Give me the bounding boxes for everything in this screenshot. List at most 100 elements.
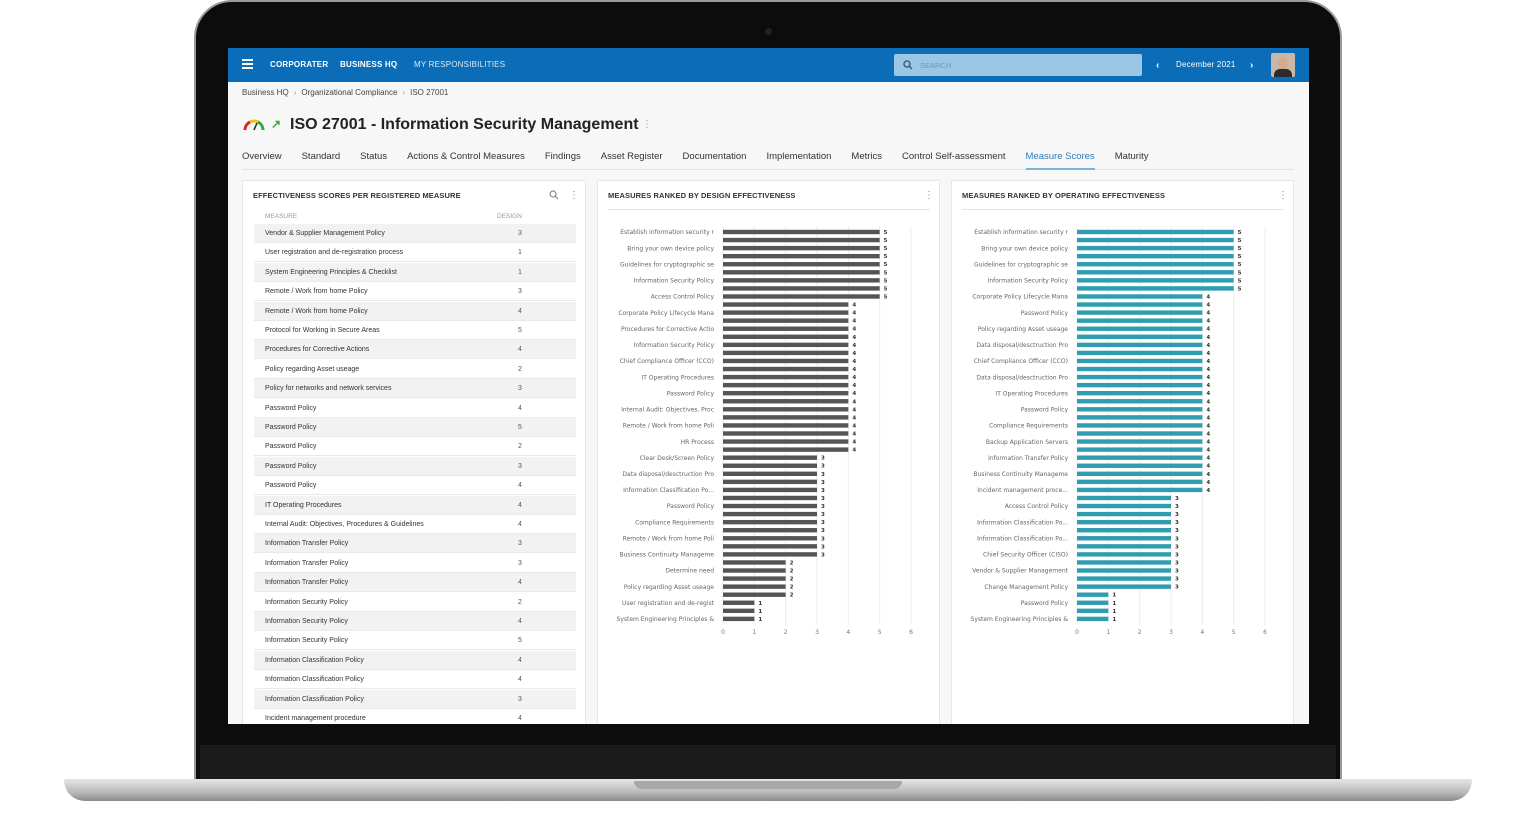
table-row[interactable]: Internal Audit: Objectives, Procedures &…: [254, 515, 576, 534]
data-label: 3: [1175, 544, 1179, 550]
tab-metrics[interactable]: Metrics: [851, 151, 883, 162]
column-header-design[interactable]: DESIGN: [497, 213, 522, 220]
search-icon[interactable]: [549, 190, 559, 200]
data-label: 4: [852, 375, 856, 381]
breadcrumb-business-hq[interactable]: Business HQ: [242, 88, 289, 97]
period-label: December 2021: [1176, 60, 1236, 69]
tab-control-self-assessment[interactable]: Control Self-assessment: [902, 151, 1006, 162]
category-label: Guidelines for cryptographic se: [620, 261, 714, 268]
bar: [1077, 366, 1203, 372]
title-kebab-icon[interactable]: ⋮: [642, 119, 652, 130]
column-header-measure[interactable]: MEASURE: [265, 213, 298, 220]
bar: [1077, 358, 1203, 364]
table-row[interactable]: Remote / Work from home Policy 3: [254, 282, 576, 302]
search-input[interactable]: SEARCH: [894, 54, 1142, 76]
logo[interactable]: CORPORATER: [270, 60, 329, 69]
table-row[interactable]: Information Security Policy 5: [254, 631, 576, 651]
kebab-menu-icon[interactable]: ⋮: [569, 190, 579, 201]
tab-measure-scores[interactable]: Measure Scores: [1025, 151, 1095, 170]
table-row[interactable]: Password Policy 4: [254, 476, 576, 496]
bar: [1077, 544, 1171, 549]
table-row[interactable]: User registration and de-registration pr…: [254, 243, 576, 263]
table-row[interactable]: Information Transfer Policy 4: [254, 573, 576, 593]
table-row[interactable]: Password Policy 2: [254, 437, 576, 457]
tab-actions-control-measures[interactable]: Actions & Control Measures: [407, 151, 525, 162]
category-label: Determine need: [665, 568, 714, 575]
tab-findings[interactable]: Findings: [544, 151, 581, 162]
data-label: 4: [1206, 327, 1210, 333]
tab-status[interactable]: Status: [360, 151, 388, 162]
nav-my-responsibilities[interactable]: MY RESPONSIBILITIES: [414, 60, 506, 69]
category-label: Procedures for Corrective Actio: [621, 326, 714, 333]
category-label: HR Process: [681, 439, 714, 446]
bar: [723, 399, 849, 404]
breadcrumb-organizational-compliance[interactable]: Organizational Compliance: [301, 88, 398, 97]
data-label: 5: [884, 294, 888, 300]
table-row[interactable]: Information Transfer Policy 3: [254, 554, 576, 573]
bar: [723, 407, 849, 412]
data-label: 1: [1112, 609, 1116, 615]
table-row[interactable]: Protocol for Working in Secure Areas 5: [254, 321, 576, 340]
tab-documentation[interactable]: Documentation: [682, 151, 747, 162]
table-row[interactable]: Remote / Work from home Policy 4: [254, 301, 576, 321]
table-row[interactable]: Information Security Policy 2: [254, 593, 576, 612]
data-label: 3: [1175, 520, 1179, 526]
data-label: 3: [821, 536, 825, 542]
tab-overview[interactable]: Overview: [242, 151, 282, 162]
data-label: 4: [1206, 359, 1210, 365]
bar: [1077, 342, 1203, 348]
table-row[interactable]: Password Policy 3: [254, 456, 576, 476]
bar: [723, 463, 817, 468]
bar: [723, 245, 880, 251]
bar: [723, 511, 817, 517]
measure-name: Information Transfer Policy: [265, 540, 349, 548]
data-label: 4: [1206, 375, 1210, 381]
table-row[interactable]: Password Policy 5: [254, 418, 576, 437]
table-row[interactable]: Information Security Policy 4: [254, 612, 576, 631]
measure-name: Information Security Policy: [265, 598, 348, 606]
tab-standard[interactable]: Standard: [301, 151, 341, 162]
hamburger-icon[interactable]: [242, 59, 253, 69]
bar: [1077, 399, 1203, 404]
bar: [723, 431, 849, 436]
bar: [723, 528, 817, 533]
next-period-chevron-icon[interactable]: ›: [1250, 60, 1254, 71]
table-row[interactable]: Procedures for Corrective Actions 4: [254, 340, 576, 360]
category-label: Corporate Policy Lifecycle Mana: [972, 294, 1068, 301]
table-row[interactable]: Information Classification Policy 3: [254, 689, 576, 709]
data-label: 4: [1206, 311, 1210, 317]
bar: [1077, 431, 1203, 436]
prev-period-chevron-icon[interactable]: ‹: [1156, 60, 1160, 71]
tab-maturity[interactable]: Maturity: [1114, 151, 1149, 162]
kebab-menu-icon[interactable]: ⋮: [924, 190, 934, 201]
bar: [723, 568, 786, 573]
data-label: 3: [1175, 577, 1179, 583]
data-label: 2: [790, 560, 794, 566]
table-row[interactable]: Password Policy 4: [254, 399, 576, 418]
data-label: 4: [1206, 343, 1210, 349]
table-row[interactable]: System Engineering Principles & Checklis…: [254, 262, 576, 282]
table-row[interactable]: Information Transfer Policy 3: [254, 534, 576, 554]
category-label: Information Classification Po...: [623, 487, 714, 494]
bar: [723, 415, 849, 420]
data-label: 4: [1206, 456, 1210, 462]
tab-asset-register[interactable]: Asset Register: [600, 151, 663, 162]
camera: [765, 28, 772, 35]
table-row[interactable]: Policy for networks and network services…: [254, 379, 576, 399]
table-row[interactable]: IT Operating Procedures 4: [254, 495, 576, 515]
data-label: 4: [852, 391, 856, 397]
table-row[interactable]: Policy regarding Asset useage 2: [254, 360, 576, 379]
bar: [723, 358, 849, 364]
avatar[interactable]: [1271, 53, 1295, 77]
table-row[interactable]: Vendor & Supplier Management Policy 3: [254, 224, 576, 243]
nav-business-hq[interactable]: BUSINESS HQ: [340, 60, 398, 69]
measure-name: Procedures for Corrective Actions: [265, 346, 370, 354]
tab-implementation[interactable]: Implementation: [766, 151, 832, 162]
table-row[interactable]: Information Classification Policy 4: [254, 670, 576, 690]
measure-name: Information Transfer Policy: [265, 579, 349, 587]
bar: [1077, 237, 1234, 243]
table-row[interactable]: Incident management procedure 4: [254, 709, 576, 724]
kebab-menu-icon[interactable]: ⋮: [1278, 190, 1288, 201]
panel-title: MEASURES RANKED BY DESIGN EFFECTIVENESS: [608, 191, 796, 200]
table-row[interactable]: Information Classification Policy 4: [254, 650, 576, 670]
